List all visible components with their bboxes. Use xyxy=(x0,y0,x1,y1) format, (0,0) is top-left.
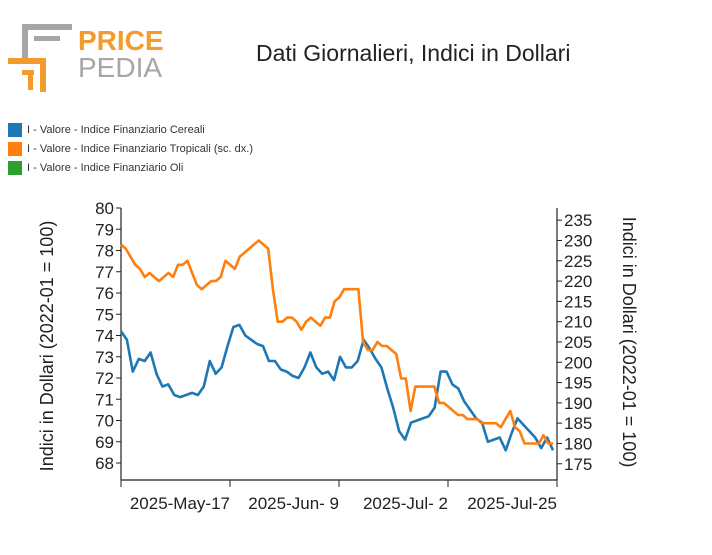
series-line-tropicali xyxy=(120,239,553,445)
y-left-tick-label: 70 xyxy=(95,412,114,431)
y-left-tick-label: 78 xyxy=(95,242,114,261)
logo-mark-orange-top xyxy=(8,58,46,64)
logo-mark-gray-top xyxy=(22,24,72,30)
legend-label-oli: I - Valore - Indice Finanziario Oli xyxy=(27,161,184,174)
y-right-tick-label: 220 xyxy=(564,272,592,291)
legend-item-tropicali[interactable]: I - Valore - Indice Finanziario Tropical… xyxy=(8,139,253,158)
y-right-tick-label: 175 xyxy=(564,455,592,474)
pricepedia-logo: PRICE PEDIA xyxy=(8,24,164,92)
y-axis-left-title: Indici in Dollari (2022-01 = 100) xyxy=(37,221,57,472)
axes: 68 69 70 71 72 73 74 75 76 77 78 79 80 175 18018519019… xyxy=(37,199,639,513)
legend-item-cereali[interactable]: I - Valore - Indice Finanziario Cereali xyxy=(8,120,253,139)
y-right-tick-label: 215 xyxy=(564,292,592,311)
legend-swatch-oli xyxy=(8,160,22,175)
x-tick-label: 2025-Jul- 2 xyxy=(363,494,448,513)
y-left-tick-label: 80 xyxy=(95,199,114,218)
y-right-tick-label: 235 xyxy=(564,211,592,230)
y-left-tick-label: 79 xyxy=(95,220,114,239)
y-left-tick-label: 73 xyxy=(95,348,114,367)
legend-label-tropicali: I - Valore - Indice Finanziario Tropical… xyxy=(27,142,253,155)
legend-swatch-tropicali xyxy=(8,141,22,156)
legend-label-cereali: I - Valore - Indice Finanziario Cereali xyxy=(27,123,205,136)
legend-swatch-cereali xyxy=(8,122,22,137)
y-right-tick-label: 200 xyxy=(564,353,592,372)
legend: I - Valore - Indice Finanziario Cereali … xyxy=(8,120,253,177)
y-right-tick-label: 180 xyxy=(564,434,592,453)
chart-title: Dati Giornalieri, Indici in Dollari xyxy=(256,40,571,66)
y-right-tick-label: 185 xyxy=(564,414,592,433)
x-tick-label: 2025-Jul-25 xyxy=(467,494,557,513)
y-axis-right-title: Indici in Dollari (2022-01 = 100) xyxy=(619,217,639,468)
y-left-tick-label: 72 xyxy=(95,369,114,388)
y-right-tick-label: 190 xyxy=(564,394,592,413)
logo-mark-gray-inner xyxy=(34,36,60,41)
y-left-tick-label: 76 xyxy=(95,284,114,303)
x-tick-label: 2025-May-17 xyxy=(130,494,230,513)
logo-mark-orange-side xyxy=(40,58,46,92)
y-right-tick-label: 205 xyxy=(564,333,592,352)
logo-mark-gray-side xyxy=(22,24,28,64)
y-left-tick-label: 77 xyxy=(95,263,114,282)
y-left-tick-label: 69 xyxy=(95,433,114,452)
y-left-tick-label: 71 xyxy=(95,390,114,409)
series-layer xyxy=(119,239,555,452)
logo-word-price: PRICE xyxy=(78,25,164,56)
y-right-tick-label: 230 xyxy=(564,231,592,250)
y-left-tick-label: 75 xyxy=(95,305,114,324)
y-right-tick-label: 195 xyxy=(564,374,592,393)
y-right-tick-label: 225 xyxy=(564,252,592,271)
logo-mark-orange-inner-side xyxy=(28,70,33,90)
x-tick-label: 2025-Jun- 9 xyxy=(248,494,339,513)
series-line-cereali xyxy=(119,323,555,452)
y-left-tick-label: 74 xyxy=(95,327,114,346)
y-right-tick-label: 210 xyxy=(564,313,592,332)
y-left-tick-label: 68 xyxy=(95,454,114,473)
legend-item-oli[interactable]: I - Valore - Indice Finanziario Oli xyxy=(8,158,253,177)
logo-word-pedia: PEDIA xyxy=(78,52,162,83)
